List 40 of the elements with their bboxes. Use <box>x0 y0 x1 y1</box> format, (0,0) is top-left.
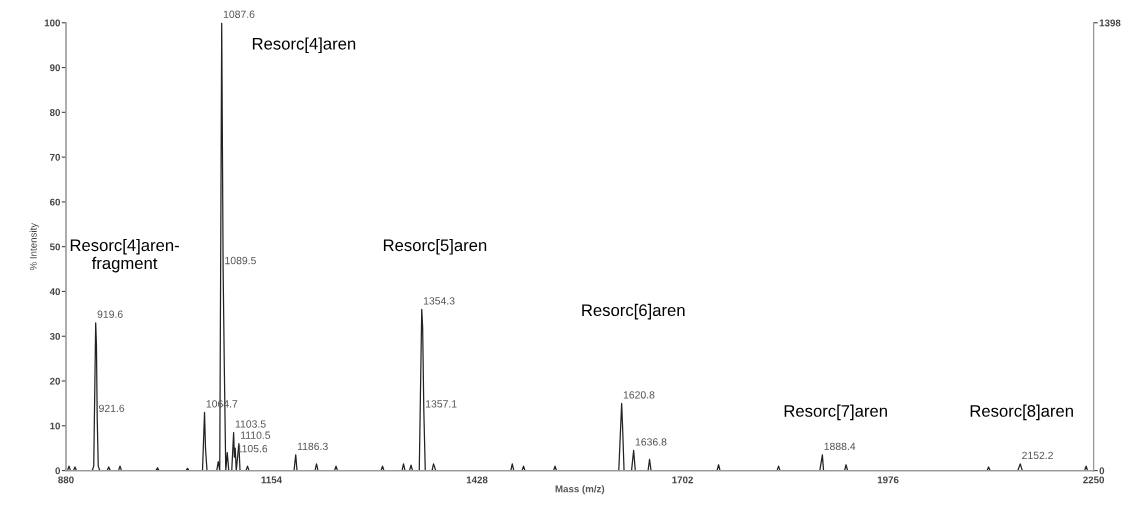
annotation: 1089.5 <box>225 256 256 265</box>
y-tick-label: 100 <box>44 19 61 27</box>
x-tick-label: 1976 <box>877 476 899 484</box>
y-tick-label: 70 <box>50 153 61 161</box>
annotation: Resorc[4]aren- fragment <box>70 238 179 273</box>
annotation: Resorc[7]aren <box>784 404 887 421</box>
x-tick-label: 880 <box>58 476 74 484</box>
y2-tick-label: 1398 <box>1099 19 1121 27</box>
x-tick-label: 1428 <box>466 476 488 484</box>
y2-tick-label: 0 <box>1099 467 1105 475</box>
y-tick-label: 20 <box>49 377 61 385</box>
x-axis-title: Mass (m/z) <box>555 485 605 495</box>
y-tick-label: 50 <box>49 243 61 251</box>
annotation: 1357.1 <box>426 400 457 408</box>
y-tick-label: 90 <box>49 64 61 72</box>
annotation: 1636.8 <box>635 438 667 446</box>
annotation: 1110.5 <box>241 431 271 439</box>
x-tick-label: 1702 <box>672 476 693 484</box>
annotation: 2152.2 <box>1022 451 1053 460</box>
y-tick-label: 80 <box>49 109 61 116</box>
annotation: 1186.3 <box>297 442 328 451</box>
y-tick-label: 40 <box>49 288 61 296</box>
y-tick-label: 60 <box>49 198 61 206</box>
annotation: Resorc[5]aren <box>383 238 487 255</box>
annotation: Resorc[8]aren <box>970 404 1073 421</box>
x-tick-label: 1154 <box>261 476 283 484</box>
annotation: Resorc[4]aren <box>252 37 356 53</box>
annotation: Resorc[6]aren <box>582 303 685 320</box>
annotation: 921.6 <box>99 404 125 413</box>
x-tick-label: 2250 <box>1083 476 1105 484</box>
y-tick-label: 10 <box>50 422 61 430</box>
annotation: 1087.6 <box>223 10 255 18</box>
annotation: 1354.3 <box>423 297 455 305</box>
y-tick-label: 30 <box>49 332 61 340</box>
annotation: 1620.8 <box>623 391 655 399</box>
y-tick-label: 0 <box>55 467 61 475</box>
annotation: 1103.5 <box>235 420 266 428</box>
annotation: 1888.4 <box>824 442 856 451</box>
y-axis-title: % Intensity <box>29 222 39 271</box>
annotation: 919.6 <box>97 310 123 318</box>
